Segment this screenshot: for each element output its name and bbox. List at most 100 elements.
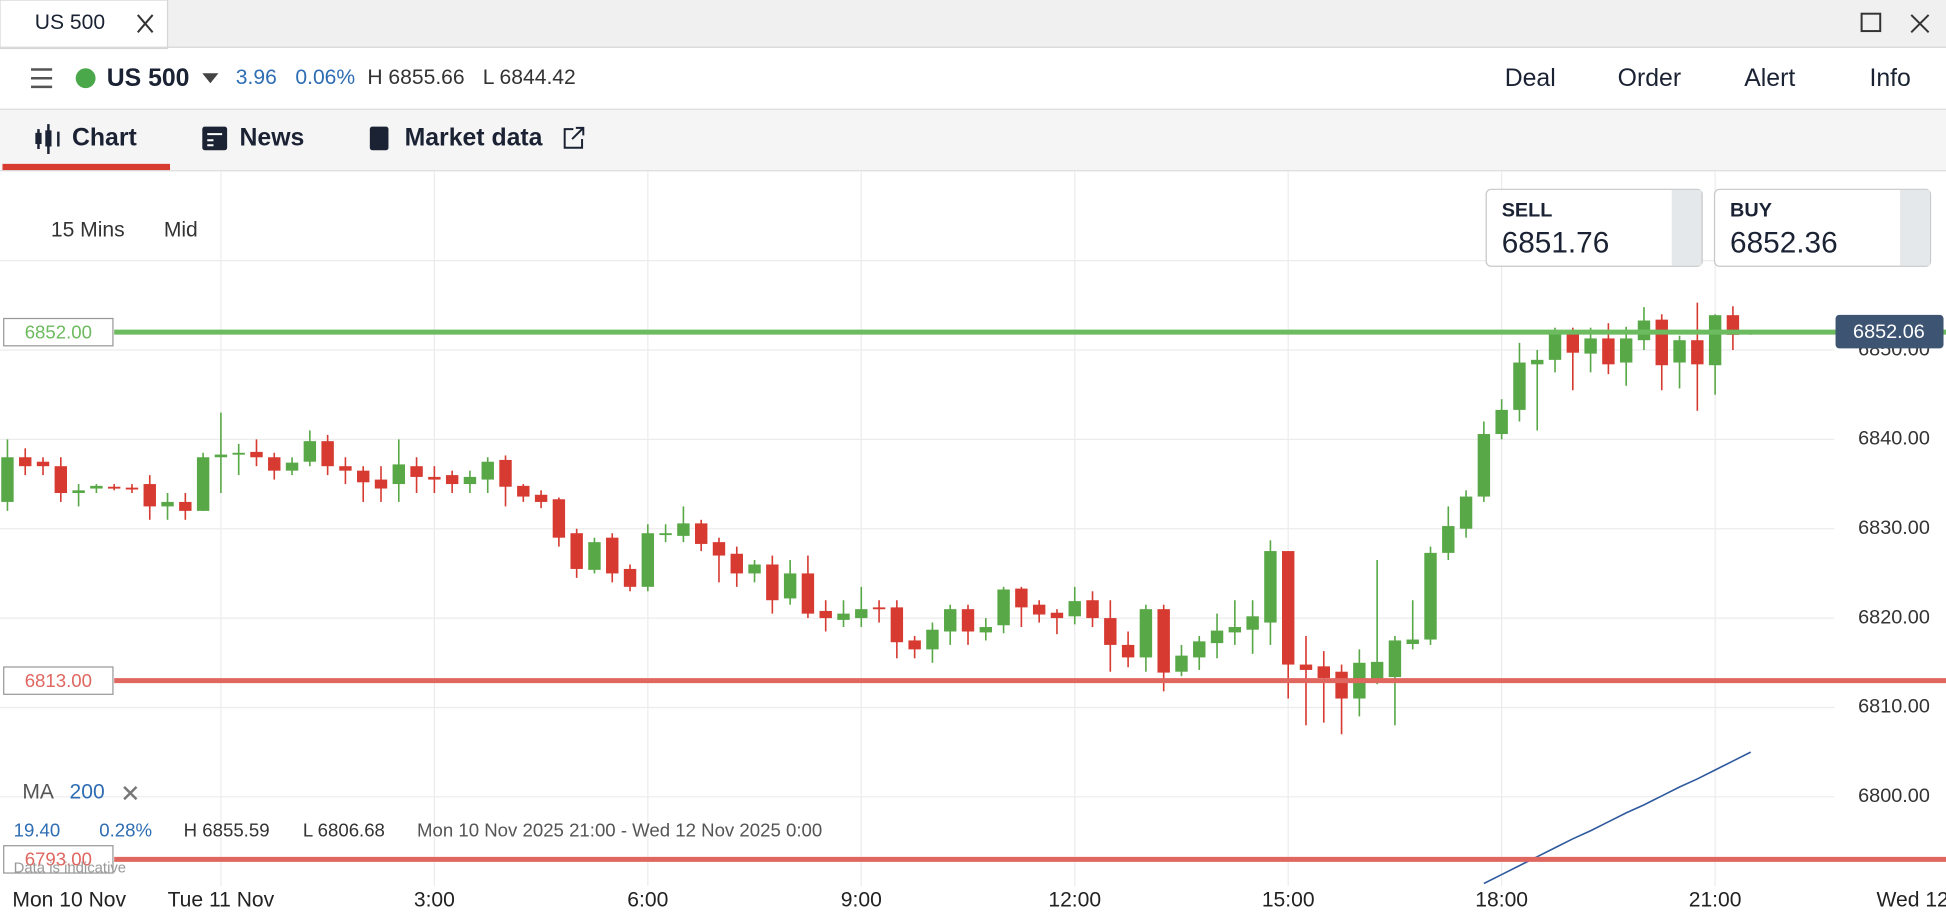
external-link-icon[interactable]: [563, 126, 585, 149]
candle-body: [19, 457, 32, 467]
window-tab[interactable]: [0, 0, 169, 50]
candle-body: [1691, 340, 1704, 365]
candle-body: [36, 461, 50, 467]
y-tick-label: 6810.00: [1858, 696, 1930, 718]
grid: [0, 171, 1835, 887]
moving-average: [1483, 751, 1752, 885]
sell-button-edge: [1671, 189, 1702, 266]
sell-price: 6851.76: [1502, 226, 1610, 259]
candle-body: [1548, 333, 1562, 360]
candle-body: [748, 564, 761, 574]
range-period: Mon 10 Nov 2025 21:00 - Wed 12 Nov 2025 …: [417, 819, 822, 840]
close-window-icon[interactable]: [1910, 14, 1930, 34]
y-tick-label: 6830.00: [1858, 517, 1930, 539]
candle-body: [1299, 664, 1313, 670]
candle-body: [125, 487, 139, 490]
candle-body: [445, 475, 459, 485]
plot: 6800.006810.006820.006830.006840.006850.…: [0, 171, 1946, 912]
candle-body: [410, 466, 423, 477]
menu-icon[interactable]: [31, 68, 53, 89]
candle-body: [1193, 641, 1206, 658]
price-type[interactable]: Mid: [164, 218, 198, 241]
candle-body: [712, 542, 726, 556]
candle-body: [1602, 338, 1615, 365]
candle-body: [285, 462, 299, 471]
indicator-period[interactable]: 200: [70, 781, 105, 804]
candle-body: [179, 501, 192, 511]
order-button[interactable]: Order: [1618, 65, 1681, 92]
candle-body: [801, 573, 815, 614]
news-tab[interactable]: News: [240, 125, 305, 152]
candle-body: [961, 609, 975, 632]
candle-body: [570, 533, 583, 569]
candle-body: [552, 499, 566, 538]
candle-body: [1157, 609, 1170, 673]
change: 3.96: [236, 66, 277, 89]
candle-body: [357, 470, 370, 483]
interval[interactable]: 15 Mins: [51, 218, 125, 241]
x-tick-label: 3:00: [414, 889, 455, 912]
disclaimer: Data is indicative: [14, 861, 126, 877]
market-data-tab[interactable]: Market data: [405, 125, 543, 152]
candle-body: [1015, 588, 1028, 608]
candle-body: [1442, 526, 1455, 553]
y-tick-label: 6800.00: [1858, 785, 1930, 807]
candle-body: [1264, 551, 1277, 623]
x-tick-label: 18:00: [1475, 889, 1528, 912]
candle-body: [143, 484, 156, 507]
candle-body: [783, 573, 797, 599]
candle-body: [392, 464, 405, 485]
active-tab-indicator: [2, 163, 171, 171]
news-icon: [202, 126, 228, 151]
current-price-badge: [1835, 314, 1944, 349]
candle-body: [944, 609, 957, 632]
candle-body: [1335, 671, 1348, 699]
deal-button[interactable]: Deal: [1505, 65, 1556, 92]
y-tick-label: 6840.00: [1858, 428, 1930, 450]
range-high: H 6855.59: [184, 819, 270, 840]
info-button[interactable]: Info: [1869, 65, 1910, 92]
day-low: L 6844.42: [483, 66, 576, 89]
candle-body: [1, 457, 14, 502]
candle-body: [517, 485, 530, 497]
candle-body: [588, 542, 601, 570]
x-tick-label: 6:00: [627, 889, 668, 912]
remove-indicator[interactable]: [123, 786, 138, 801]
candle-body: [1655, 319, 1668, 366]
market-dropdown[interactable]: [202, 73, 219, 84]
chart-tab[interactable]: Chart: [72, 125, 137, 152]
candle-body: [677, 523, 690, 536]
level-label-box: [3, 845, 114, 874]
candle-body: [499, 459, 512, 487]
maximize-icon[interactable]: [1860, 12, 1882, 33]
candle-body: [1388, 640, 1402, 678]
candle-body: [1370, 661, 1384, 680]
alert-button[interactable]: Alert: [1744, 65, 1795, 92]
candle-body: [766, 564, 779, 601]
buy-price: 6852.36: [1730, 226, 1838, 259]
y-tick-label: 6820.00: [1858, 606, 1930, 628]
level-label-box: [3, 317, 114, 347]
buy-button[interactable]: [1713, 188, 1932, 267]
candle-body: [1281, 551, 1295, 665]
candle-body: [1495, 409, 1508, 435]
candle-body: [1619, 338, 1633, 363]
candle-body: [161, 501, 174, 507]
candle-body: [926, 629, 939, 650]
close-tab-icon[interactable]: [137, 14, 154, 33]
candle-body: [979, 627, 993, 633]
candle-body: [1531, 359, 1544, 365]
market-name[interactable]: US 500: [107, 65, 190, 92]
level-label: 6813.00: [25, 670, 92, 691]
candle-body: [196, 457, 210, 511]
x-tick-label: 15:00: [1262, 889, 1315, 912]
candle-body: [1210, 630, 1224, 644]
buy-button-edge: [1900, 189, 1930, 266]
sell-button[interactable]: [1485, 188, 1703, 267]
range-change: 19.40: [14, 819, 61, 840]
candle-body: [1566, 333, 1580, 353]
window-bar: [0, 0, 1946, 48]
candle-body: [855, 609, 868, 619]
chart-icon: [45, 130, 52, 147]
